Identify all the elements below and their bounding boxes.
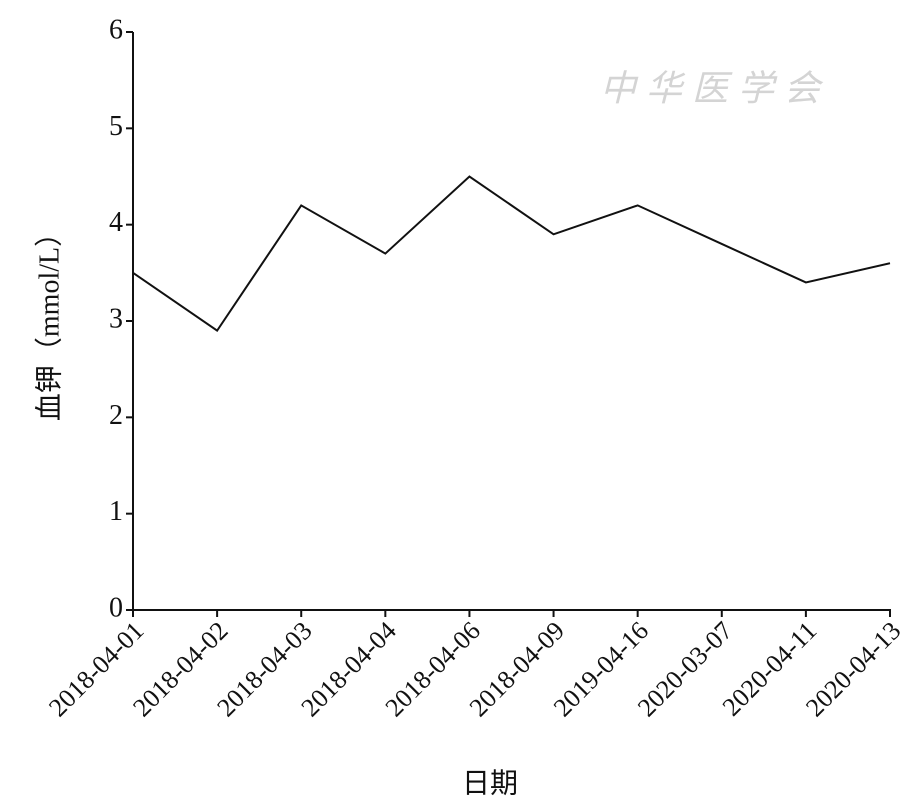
y-axis-label: 血钾（mmol/L） [33, 219, 65, 421]
data-line [132, 175, 891, 333]
y-tick-label: 0 [109, 592, 123, 623]
y-tick-label: 5 [109, 111, 123, 142]
y-tick-label: 2 [109, 400, 123, 431]
y-tick-label: 6 [109, 14, 123, 45]
watermark: 中华医学会 [600, 68, 830, 108]
y-tick-label: 1 [109, 496, 123, 527]
x-axis-label: 日期 [462, 768, 518, 799]
y-tick-label: 4 [109, 207, 123, 238]
y-tick-label: 3 [109, 303, 123, 334]
